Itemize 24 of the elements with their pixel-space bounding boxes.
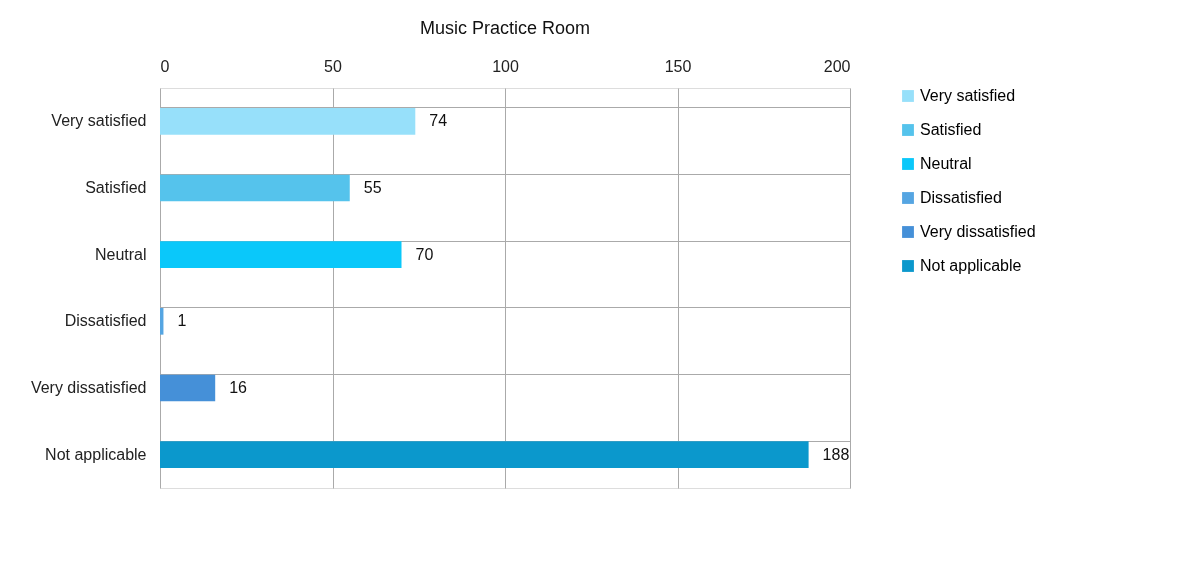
legend-label: Satisfied xyxy=(920,121,982,138)
legend-label: Very satisfied xyxy=(920,87,1016,104)
y-tick-label: Very satisfied xyxy=(51,112,147,130)
data-label: 55 xyxy=(363,179,382,196)
x-tick-label: 150 xyxy=(664,57,692,75)
legend-label: Not applicable xyxy=(920,257,1022,274)
chart-title: Music Practice Room xyxy=(419,18,591,38)
legend-label: Neutral xyxy=(920,155,972,172)
data-label: 70 xyxy=(415,245,434,263)
y-tick-label: Dissatisfied xyxy=(64,312,147,330)
x-tick-label: 200 xyxy=(823,57,851,75)
y-tick-label: Satisfied xyxy=(85,179,147,196)
y-tick-label: Neutral xyxy=(94,245,147,263)
data-label: 74 xyxy=(429,112,448,130)
x-tick-label: 0 xyxy=(160,57,170,75)
data-label: 16 xyxy=(229,379,248,396)
data-label: 1 xyxy=(177,312,187,330)
legend-label: Very dissatisfied xyxy=(920,223,1036,240)
legend-label: Dissatisfied xyxy=(920,189,1002,206)
x-tick-label: 100 xyxy=(492,57,519,75)
y-tick-label: Not applicable xyxy=(45,445,147,463)
data-label: 188 xyxy=(822,445,850,463)
y-tick-label: Very dissatisfied xyxy=(30,379,147,396)
x-tick-label: 50 xyxy=(324,57,342,75)
